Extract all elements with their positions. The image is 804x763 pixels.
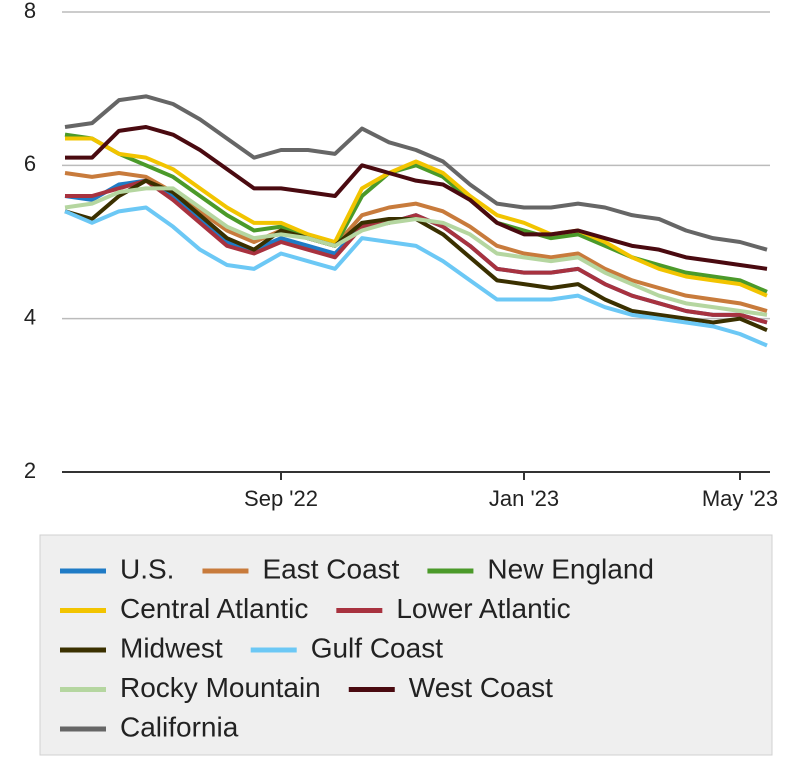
y-tick-label: 6 <box>24 151 36 176</box>
series-line <box>64 132 768 294</box>
legend-label: Rocky Mountain <box>120 672 321 703</box>
legend-label: Gulf Coast <box>311 632 443 663</box>
x-tick-label: May '23 <box>702 486 778 511</box>
legend-label: West Coast <box>409 672 553 703</box>
legend-label: New England <box>487 553 654 584</box>
y-tick-label: 8 <box>24 0 36 23</box>
series-line <box>65 136 768 298</box>
legend-label: East Coast <box>262 553 399 584</box>
legend-label: U.S. <box>120 553 174 584</box>
y-tick-label: 4 <box>24 304 36 329</box>
series-line <box>64 94 768 252</box>
legend-box <box>39 534 773 756</box>
legend-label: California <box>120 711 239 742</box>
series-line <box>65 178 768 325</box>
legend-label: Central Atlantic <box>120 593 308 624</box>
series-line <box>65 125 768 271</box>
y-tick-label: 2 <box>24 458 36 483</box>
legend-label: Lower Atlantic <box>396 593 570 624</box>
x-tick-label: Sep '22 <box>244 486 318 511</box>
series-line <box>64 205 768 348</box>
series-line <box>64 186 768 317</box>
x-tick-label: Jan '23 <box>489 486 559 511</box>
legend-label: Midwest <box>120 632 223 663</box>
